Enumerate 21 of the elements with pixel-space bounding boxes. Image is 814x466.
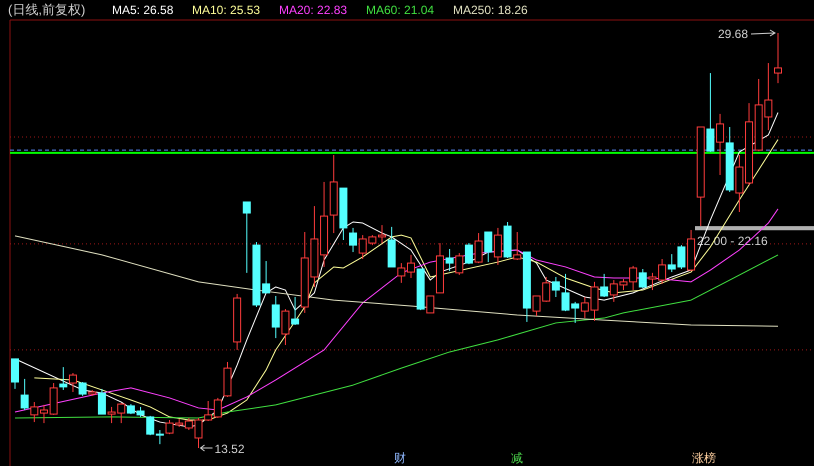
candlestick: [774, 32, 782, 84]
text: MA10: 25.53: [192, 3, 260, 17]
annotation: 29.68: [718, 27, 748, 41]
candlestick: [300, 232, 309, 314]
text: 减: [511, 451, 523, 465]
text: 财: [394, 451, 406, 465]
text: MA20: 22.83: [279, 3, 348, 17]
text: 涨榜: [692, 451, 716, 465]
candlestick: [552, 276, 560, 298]
annotation: 13.52: [214, 442, 245, 456]
candlestick: [716, 113, 724, 176]
text: MA250: 18.26: [453, 3, 528, 17]
chart-title: (日线,前复权): [8, 2, 86, 17]
text: MA60: 21.04: [366, 3, 434, 17]
candlestick: [764, 62, 772, 131]
candlestick: [494, 227, 502, 266]
candlestick: [272, 295, 280, 339]
candlestick: [330, 154, 338, 234]
text: MA5: 26.58: [112, 3, 174, 17]
candlestick: [446, 248, 454, 272]
candlestick: [358, 234, 367, 260]
